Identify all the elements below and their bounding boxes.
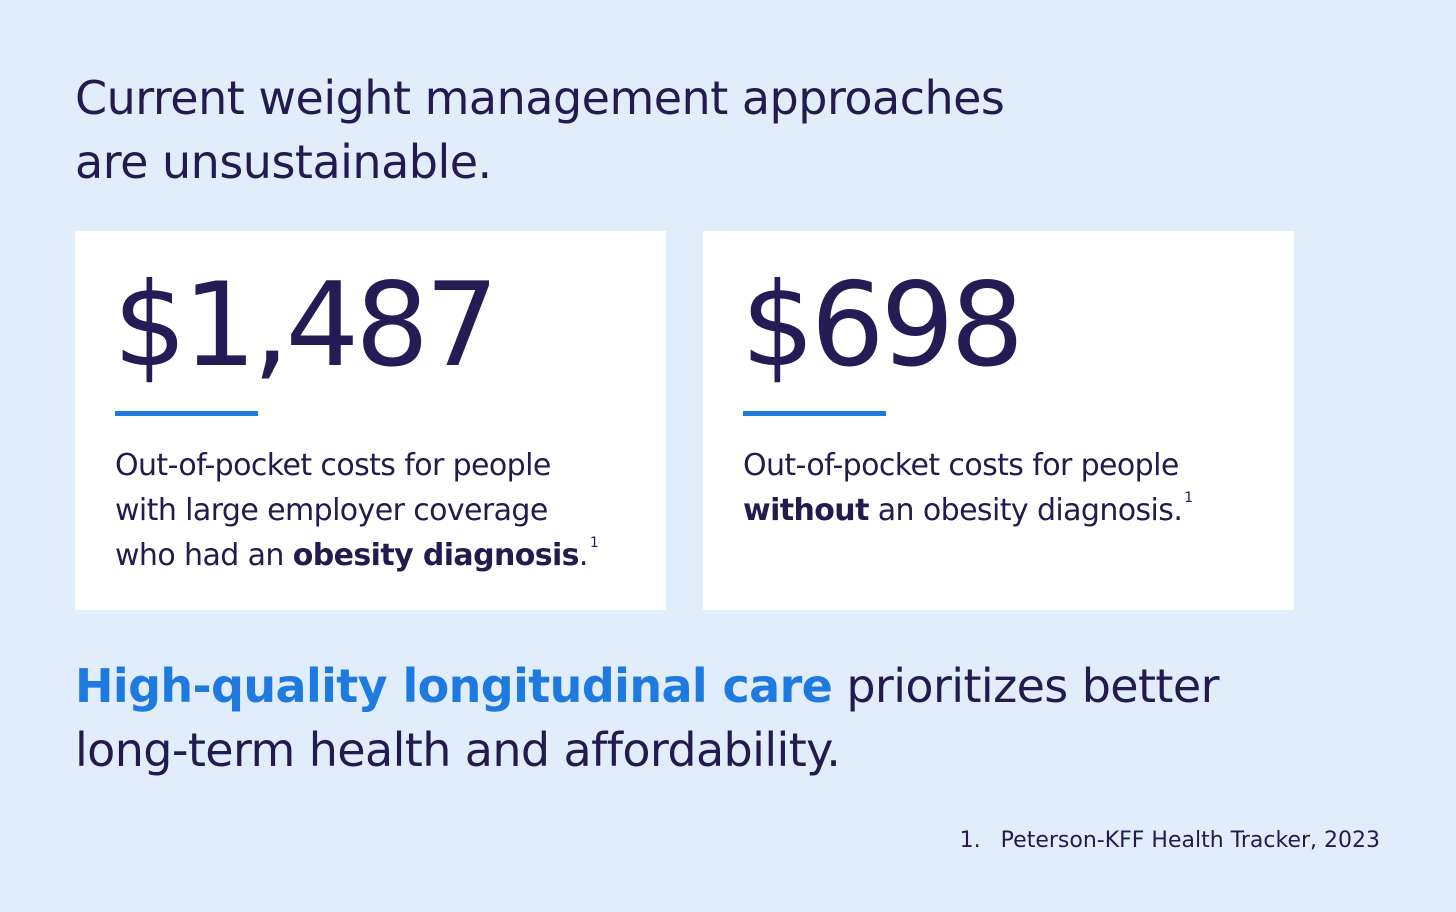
- footnote-ref: 1: [589, 535, 599, 551]
- footnote-text: Peterson-KFF Health Tracker, 2023: [1000, 828, 1380, 853]
- headline: Current weight management approaches are…: [75, 66, 1275, 194]
- desc-line-1: Out-of-pocket costs for people: [743, 448, 1179, 483]
- stat-description: Out-of-pocket costs for people with larg…: [115, 443, 655, 578]
- desc-emphasis: without: [743, 493, 869, 528]
- headline-line-1: Current weight management approaches: [75, 71, 1005, 125]
- stat-card-without-diagnosis: $698 Out-of-pocket costs for people with…: [703, 231, 1294, 610]
- tagline-rest-2: long-term health and affordability.: [75, 723, 841, 777]
- desc-line-3-post: .: [578, 538, 589, 573]
- desc-line-2: with large employer coverage: [115, 493, 548, 528]
- stat-card-with-diagnosis: $1,487 Out-of-pocket costs for people wi…: [75, 231, 666, 610]
- accent-divider: [115, 411, 258, 416]
- headline-line-2: are unsustainable.: [75, 135, 492, 189]
- stat-amount: $1,487: [113, 258, 499, 393]
- footnote-ref: 1: [1184, 490, 1193, 506]
- tagline: High-quality longitudinal care prioritiz…: [75, 654, 1375, 782]
- tagline-rest-1: prioritizes better: [832, 659, 1219, 713]
- tagline-accent: High-quality longitudinal care: [75, 659, 833, 713]
- stat-amount: $698: [741, 258, 1024, 393]
- footnote: 1. Peterson-KFF Health Tracker, 2023: [960, 826, 1380, 856]
- desc-emphasis: obesity diagnosis: [292, 538, 580, 573]
- desc-line-3-pre: who had an: [115, 538, 293, 573]
- footnote-number: 1.: [959, 828, 981, 853]
- desc-line-2-post: an obesity diagnosis.: [868, 493, 1183, 528]
- accent-divider: [743, 411, 886, 416]
- stat-description: Out-of-pocket costs for people without a…: [743, 443, 1283, 533]
- desc-line-1: Out-of-pocket costs for people: [115, 448, 551, 483]
